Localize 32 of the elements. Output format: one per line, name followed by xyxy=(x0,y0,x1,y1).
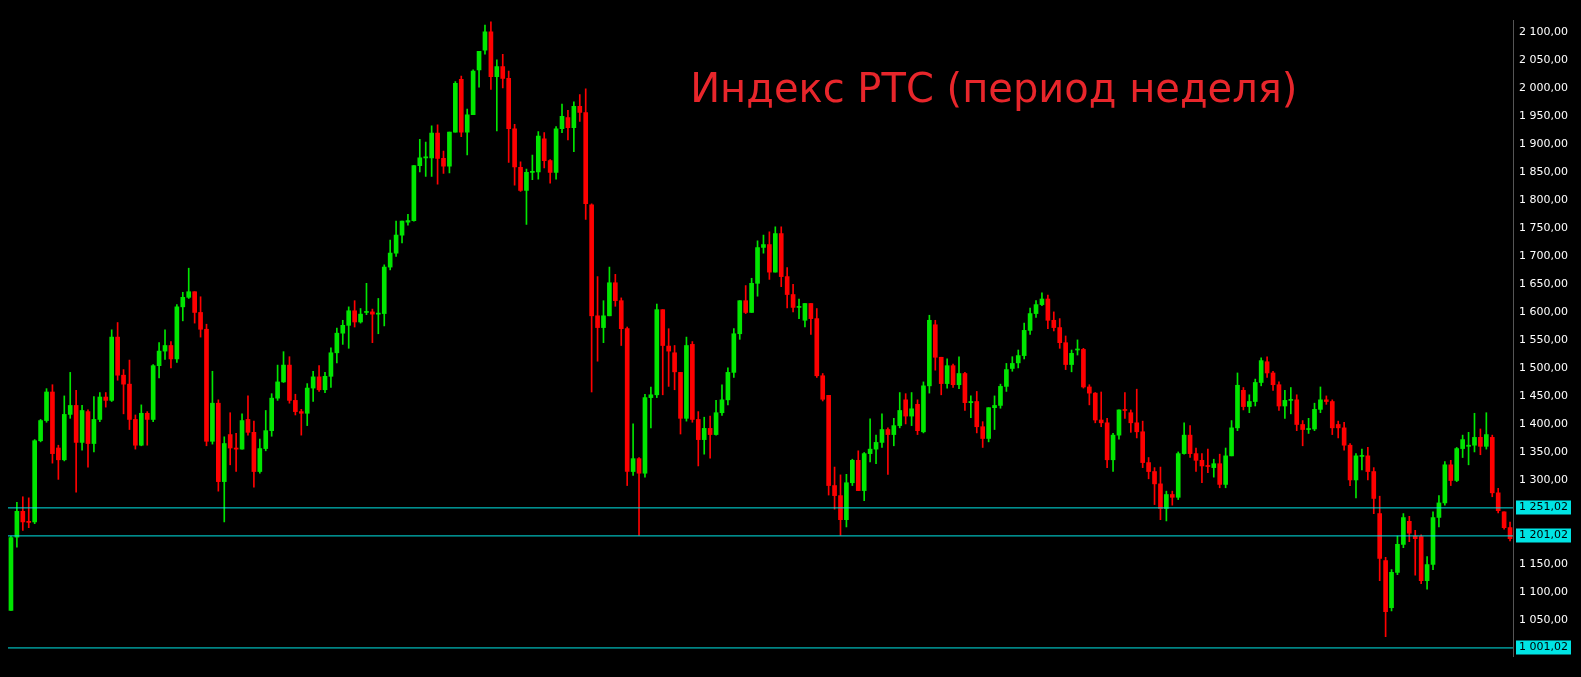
candlestick xyxy=(796,298,802,319)
y-tick-label: 1 450,00 xyxy=(1519,388,1568,402)
y-tick-label: 1 800,00 xyxy=(1519,192,1568,206)
y-tick-label: 1 500,00 xyxy=(1519,360,1568,374)
y-tick-label: 2 000,00 xyxy=(1519,80,1568,94)
y-tick-label: 1 100,00 xyxy=(1519,584,1568,598)
y-tick-label: 1 750,00 xyxy=(1519,220,1568,234)
candlestick xyxy=(1359,448,1365,471)
y-tick-label: 1 850,00 xyxy=(1519,164,1568,178)
ref-line-label: 1 251,02 xyxy=(1519,500,1568,514)
candlestick xyxy=(1205,448,1211,473)
y-tick-label: 1 150,00 xyxy=(1519,556,1568,570)
text: Индекс РТС (период неделя) xyxy=(690,65,1298,112)
y-tick-label: 2 100,00 xyxy=(1519,24,1568,38)
y-tick-label: 1 350,00 xyxy=(1519,444,1568,458)
y-tick-label: 1 900,00 xyxy=(1519,136,1568,150)
y-tick-label: 1 600,00 xyxy=(1519,304,1568,318)
y-tick-label: 1 650,00 xyxy=(1519,276,1568,290)
ref-line-label: 1 201,02 xyxy=(1519,528,1568,542)
y-tick-label: 1 400,00 xyxy=(1519,416,1568,430)
y-tick-label: 1 050,00 xyxy=(1519,612,1568,626)
y-tick-label: 1 950,00 xyxy=(1519,108,1568,122)
candlestick xyxy=(968,395,974,419)
y-tick-label: 1 300,00 xyxy=(1519,472,1568,486)
candlestick xyxy=(494,59,500,132)
candlestick xyxy=(636,457,642,536)
candlestick xyxy=(144,411,150,446)
ref-line-label: 1 001,02 xyxy=(1519,640,1568,654)
y-tick-label: 1 550,00 xyxy=(1519,332,1568,346)
candlestick xyxy=(1122,392,1128,419)
y-tick-label: 2 050,00 xyxy=(1519,52,1568,66)
y-tick-label: 1 700,00 xyxy=(1519,248,1568,262)
